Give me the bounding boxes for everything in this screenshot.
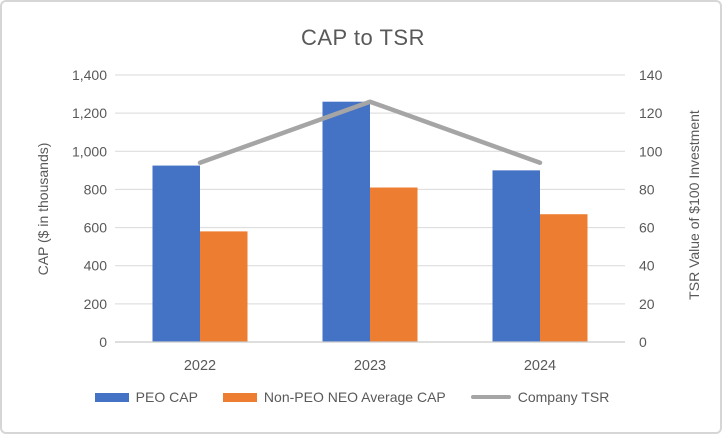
legend: PEO CAP Non-PEO NEO Average CAP Company … — [2, 389, 702, 405]
x-axis-category-label: 2023 — [354, 358, 386, 374]
right-axis-tick-label: 0 — [639, 334, 647, 350]
x-axis-category-label: 2022 — [184, 358, 216, 374]
right-axis-tick-label: 60 — [639, 220, 655, 236]
legend-item-non-peo-cap: Non-PEO NEO Average CAP — [222, 389, 446, 405]
legend-label-company-tsr: Company TSR — [517, 389, 610, 405]
legend-item-peo-cap: PEO CAP — [94, 389, 198, 405]
right-axis-tick-label: 20 — [639, 296, 655, 312]
right-axis-tick-label: 120 — [639, 105, 663, 121]
x-axis-category-label: 2024 — [524, 358, 556, 374]
bar-peo-cap-2024 — [492, 170, 540, 342]
left-axis-tick-label: 800 — [84, 181, 108, 197]
left-axis-tick-label: 200 — [84, 296, 108, 312]
bar-peo-cap-2022 — [152, 165, 200, 342]
right-axis-tick-label: 40 — [639, 258, 655, 274]
legend-label-non-peo-cap: Non-PEO NEO Average CAP — [263, 389, 446, 405]
legend-swatch-peo-cap — [94, 392, 129, 402]
right-axis-tick-label: 140 — [639, 67, 663, 83]
left-axis-tick-label: 0 — [99, 334, 107, 350]
chart-title: CAP to TSR — [300, 25, 425, 50]
right-axis-tick-label: 80 — [639, 181, 655, 197]
left-axis-tick-label: 1,000 — [72, 143, 107, 159]
line-company-tsr — [197, 99, 543, 165]
left-axis-tick-label: 1,400 — [72, 67, 107, 83]
left-axis-tick-label: 600 — [84, 220, 108, 236]
bar-peo-cap-2023 — [322, 101, 370, 342]
legend-swatch-company-tsr — [470, 394, 511, 400]
bar-non-peo-neo-average-cap-2023 — [370, 187, 418, 342]
left-axis-tick-label: 1,200 — [72, 105, 107, 121]
bar-non-peo-neo-average-cap-2022 — [200, 231, 248, 342]
legend-item-company-tsr: Company TSR — [470, 389, 610, 405]
left-axis-tick-label: 400 — [84, 258, 108, 274]
bar-non-peo-neo-average-cap-2024 — [540, 214, 588, 342]
right-axis-tick-label: 100 — [639, 143, 663, 159]
legend-swatch-non-peo-cap — [222, 392, 257, 402]
legend-label-peo-cap: PEO CAP — [135, 389, 198, 405]
